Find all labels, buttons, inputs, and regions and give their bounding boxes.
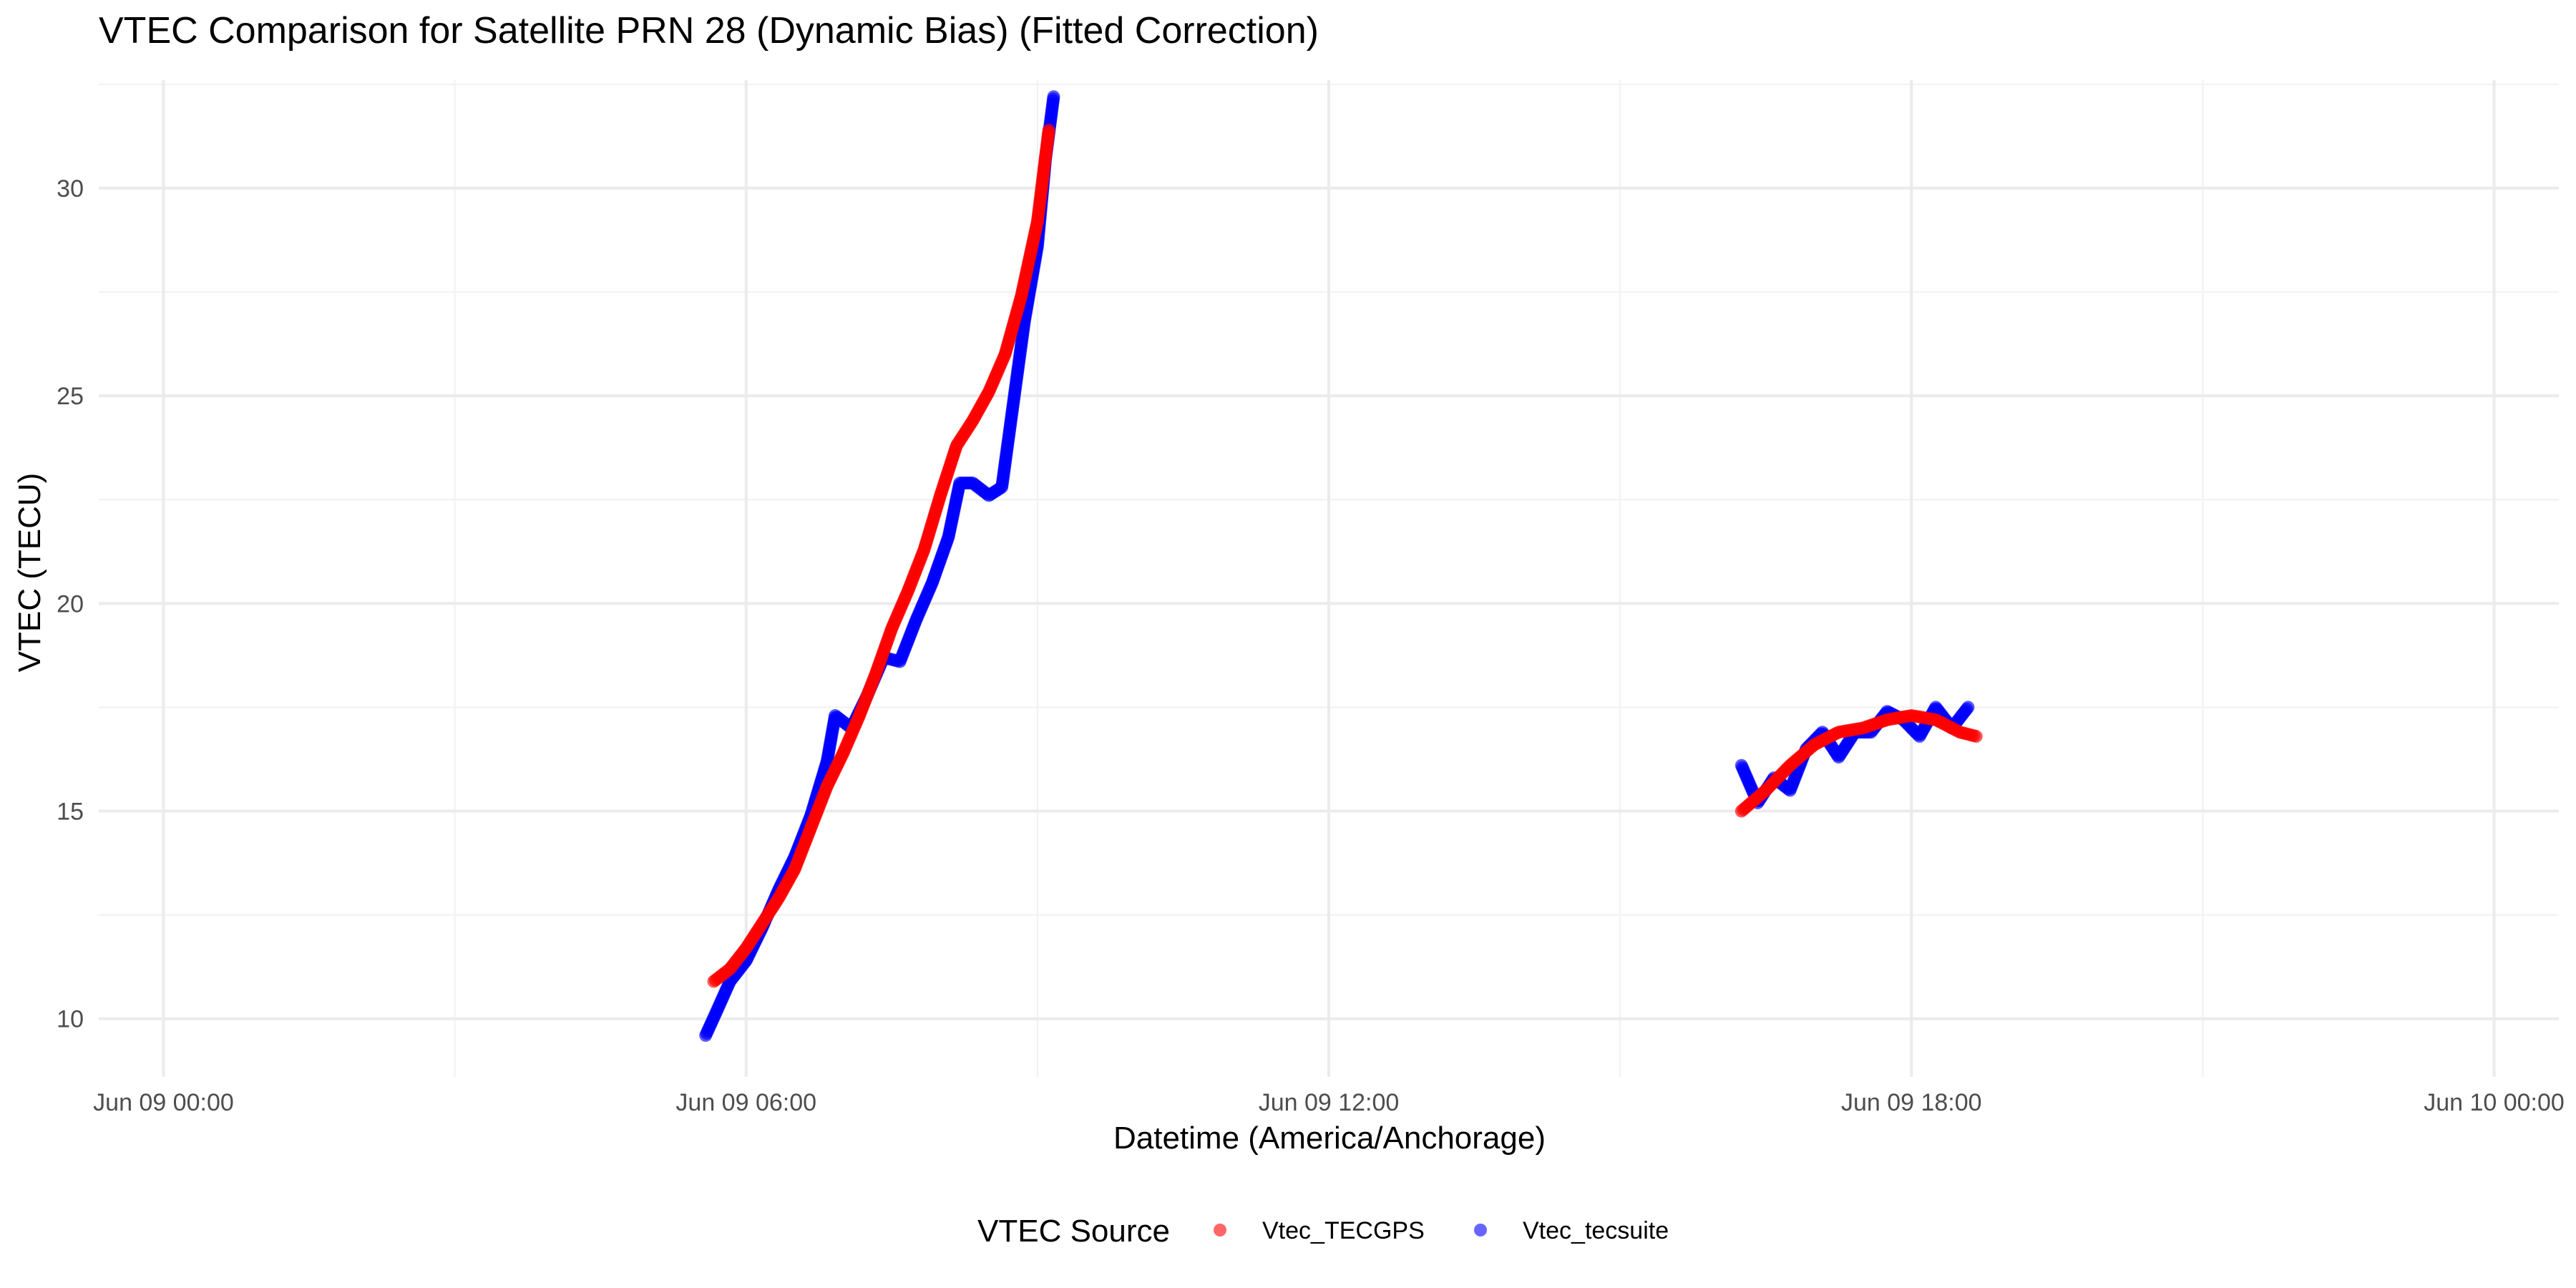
data-point (1042, 123, 1055, 137)
series-vtec-tecgps (707, 123, 1983, 988)
legend-key-vtec-tecgps (1214, 1224, 1226, 1236)
legend-label-vtec-tecsuite: Vtec_tecsuite (1523, 1217, 1669, 1244)
x-axis-title: Datetime (America/Anchorage) (1113, 1121, 1546, 1156)
y-tick-label: 15 (57, 799, 84, 826)
y-tick-label: 20 (57, 590, 84, 618)
x-tick-label: Jun 09 12:00 (1259, 1089, 1400, 1116)
data-point (1961, 701, 1975, 714)
x-tick-label: Jun 09 06:00 (675, 1089, 816, 1116)
x-tick-label: Jun 09 00:00 (93, 1089, 234, 1116)
x-tick-label: Jun 10 00:00 (2424, 1089, 2565, 1116)
tick-labels: Jun 09 00:00 Jun 09 06:00 Jun 09 12:00 Jun … (57, 175, 2565, 1116)
data-point (1047, 90, 1060, 104)
y-tick-label: 25 (57, 383, 84, 410)
y-tick-label: 30 (57, 175, 84, 203)
y-tick-label: 10 (57, 1006, 84, 1033)
series-vtec-tecsuite (699, 90, 1975, 1042)
legend-label-vtec-tecgps: Vtec_TECGPS (1262, 1217, 1425, 1244)
legend-key-vtec-tecsuite (1474, 1224, 1487, 1236)
data-point (1969, 730, 1983, 743)
grid-layer (99, 80, 2559, 1077)
chart-title: VTEC Comparison for Satellite PRN 28 (Dy… (99, 10, 1319, 52)
x-tick-label: Jun 09 18:00 (1841, 1089, 1982, 1116)
y-axis-title: VTEC (TECU) (12, 473, 47, 673)
legend-title: VTEC Source (977, 1214, 1170, 1249)
points-layer (699, 90, 1983, 1042)
legend: VTEC Source Vtec_TECGPS Vtec_tecsuite (977, 1214, 1669, 1249)
